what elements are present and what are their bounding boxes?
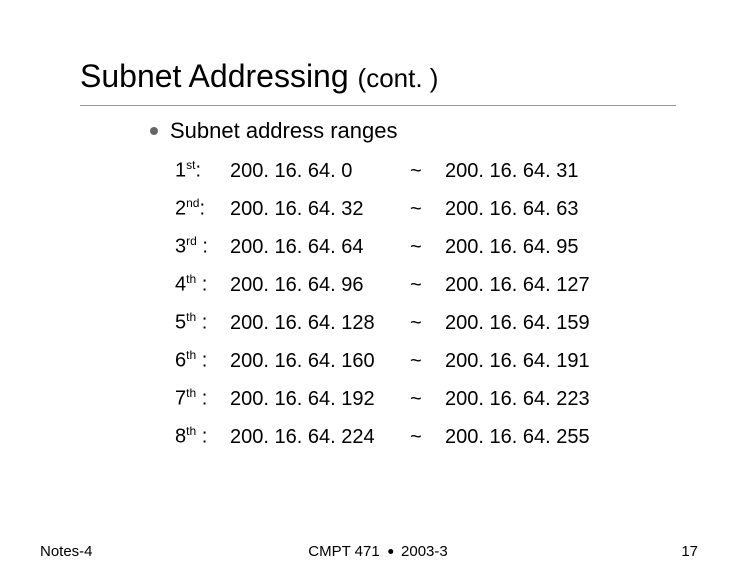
footer-dot-icon	[388, 549, 393, 554]
ordinal-suffix: nd	[186, 196, 199, 210]
ordinal-label: 1st:	[175, 158, 230, 183]
table-row: 3rd :200. 16. 64. 64~200. 16. 64. 95	[175, 234, 756, 272]
range-end: 200. 16. 64. 127	[445, 274, 625, 297]
footer-page-number: 17	[681, 543, 698, 560]
ordinal-number: 7	[175, 388, 186, 410]
ordinal-suffix: th	[186, 272, 196, 286]
range-start: 200. 16. 64. 224	[230, 426, 410, 449]
ordinal-colon: :	[196, 426, 207, 448]
ordinal-number: 5	[175, 312, 186, 334]
range-start: 200. 16. 64. 192	[230, 388, 410, 411]
ordinal-suffix: th	[186, 386, 196, 400]
range-separator: ~	[410, 236, 445, 259]
ordinal-suffix: th	[186, 310, 196, 324]
ordinal-number: 2	[175, 198, 186, 220]
range-separator: ~	[410, 350, 445, 373]
ordinal-label: 4th :	[175, 272, 230, 297]
range-separator: ~	[410, 198, 445, 221]
range-end: 200. 16. 64. 159	[445, 312, 625, 335]
slide-title-block: Subnet Addressing (cont. )	[0, 0, 756, 101]
ordinal-suffix: th	[186, 348, 196, 362]
ordinal-label: 3rd :	[175, 234, 230, 259]
slide-title-main: Subnet Addressing	[80, 58, 358, 94]
range-end: 200. 16. 64. 31	[445, 160, 625, 183]
range-end: 200. 16. 64. 63	[445, 198, 625, 221]
ordinal-colon: :	[196, 388, 207, 410]
table-row: 8th :200. 16. 64. 224~200. 16. 64. 255	[175, 424, 756, 462]
ordinal-colon: :	[196, 312, 207, 334]
range-start: 200. 16. 64. 32	[230, 198, 410, 221]
ordinal-number: 3	[175, 236, 186, 258]
footer-center: CMPT 471 2003-3	[308, 543, 447, 560]
range-start: 200. 16. 64. 64	[230, 236, 410, 259]
ordinal-number: 1	[175, 160, 186, 182]
range-start: 200. 16. 64. 128	[230, 312, 410, 335]
address-table: 1st:200. 16. 64. 0~200. 16. 64. 312nd:20…	[175, 158, 756, 462]
title-underline	[80, 105, 676, 106]
range-separator: ~	[410, 388, 445, 411]
range-start: 200. 16. 64. 96	[230, 274, 410, 297]
ordinal-number: 4	[175, 274, 186, 296]
range-end: 200. 16. 64. 223	[445, 388, 625, 411]
bullet-item: Subnet address ranges	[150, 118, 756, 144]
ordinal-label: 7th :	[175, 386, 230, 411]
ordinal-label: 2nd:	[175, 196, 230, 221]
ordinal-suffix: th	[186, 424, 196, 438]
ordinal-label: 6th :	[175, 348, 230, 373]
range-separator: ~	[410, 160, 445, 183]
range-start: 200. 16. 64. 160	[230, 350, 410, 373]
range-end: 200. 16. 64. 95	[445, 236, 625, 259]
footer-term: 2003-3	[401, 543, 448, 560]
ordinal-colon: :	[196, 274, 207, 296]
table-row: 4th :200. 16. 64. 96~200. 16. 64. 127	[175, 272, 756, 310]
ordinal-label: 8th :	[175, 424, 230, 449]
table-row: 7th :200. 16. 64. 192~200. 16. 64. 223	[175, 386, 756, 424]
table-row: 2nd:200. 16. 64. 32~200. 16. 64. 63	[175, 196, 756, 234]
range-end: 200. 16. 64. 255	[445, 426, 625, 449]
range-separator: ~	[410, 274, 445, 297]
range-separator: ~	[410, 312, 445, 335]
ordinal-number: 8	[175, 426, 186, 448]
range-separator: ~	[410, 426, 445, 449]
slide-footer: Notes-4 CMPT 471 2003-3 17	[0, 543, 756, 560]
ordinal-label: 5th :	[175, 310, 230, 335]
ordinal-colon: :	[196, 350, 207, 372]
ordinal-number: 6	[175, 350, 186, 372]
bullet-text: Subnet address ranges	[170, 118, 398, 144]
footer-left: Notes-4	[40, 543, 93, 560]
ordinal-suffix: rd	[186, 234, 197, 248]
range-start: 200. 16. 64. 0	[230, 160, 410, 183]
footer-course: CMPT 471	[308, 543, 379, 560]
slide-title-cont: (cont. )	[358, 63, 439, 93]
table-row: 5th :200. 16. 64. 128~200. 16. 64. 159	[175, 310, 756, 348]
ordinal-colon: :	[197, 236, 208, 258]
table-row: 1st:200. 16. 64. 0~200. 16. 64. 31	[175, 158, 756, 196]
range-end: 200. 16. 64. 191	[445, 350, 625, 373]
table-row: 6th :200. 16. 64. 160~200. 16. 64. 191	[175, 348, 756, 386]
ordinal-colon: :	[199, 198, 205, 220]
bullet-icon	[150, 127, 158, 135]
ordinal-colon: :	[195, 160, 201, 182]
